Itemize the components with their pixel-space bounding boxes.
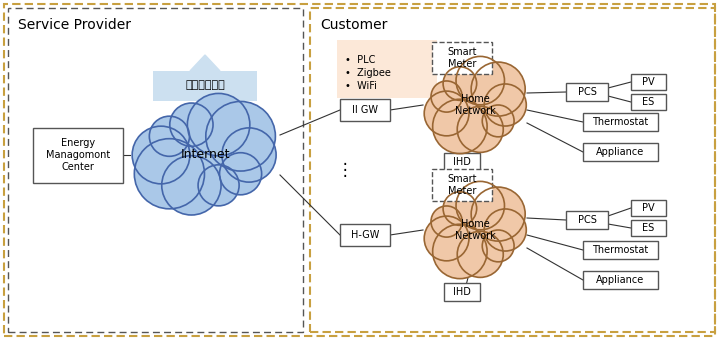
Circle shape xyxy=(471,187,525,241)
Circle shape xyxy=(219,153,262,195)
Text: PCS: PCS xyxy=(577,87,597,97)
Text: Customer: Customer xyxy=(320,18,388,32)
FancyBboxPatch shape xyxy=(631,200,666,216)
Circle shape xyxy=(484,209,526,251)
Circle shape xyxy=(176,126,234,184)
Text: 쒈고속통신망: 쒈고속통신망 xyxy=(185,80,225,90)
FancyBboxPatch shape xyxy=(337,40,437,98)
Circle shape xyxy=(170,103,213,146)
Text: ⋮: ⋮ xyxy=(336,161,353,179)
FancyBboxPatch shape xyxy=(153,71,257,101)
FancyBboxPatch shape xyxy=(582,143,657,161)
Circle shape xyxy=(198,165,239,206)
FancyBboxPatch shape xyxy=(444,153,480,171)
Text: Thermostat: Thermostat xyxy=(592,117,648,127)
Text: IHD: IHD xyxy=(453,287,471,297)
FancyBboxPatch shape xyxy=(432,42,492,74)
Text: Home
Network: Home Network xyxy=(454,94,495,116)
Circle shape xyxy=(443,67,477,100)
Circle shape xyxy=(433,99,487,154)
Circle shape xyxy=(206,101,275,171)
Text: Appliance: Appliance xyxy=(596,275,644,285)
Text: Thermostat: Thermostat xyxy=(592,245,648,255)
Circle shape xyxy=(150,116,190,156)
Text: Energy
Managomont
Center: Energy Managomont Center xyxy=(46,138,110,172)
Circle shape xyxy=(162,156,221,215)
Circle shape xyxy=(134,139,204,209)
Text: ES: ES xyxy=(642,97,654,107)
Circle shape xyxy=(424,216,469,261)
Circle shape xyxy=(222,128,276,182)
Text: PCS: PCS xyxy=(577,215,597,225)
Circle shape xyxy=(132,126,190,184)
Text: Internet: Internet xyxy=(180,149,230,162)
FancyBboxPatch shape xyxy=(582,113,657,131)
FancyBboxPatch shape xyxy=(566,83,608,101)
Circle shape xyxy=(431,81,462,112)
Circle shape xyxy=(452,207,498,253)
Text: ES: ES xyxy=(642,223,654,233)
Circle shape xyxy=(456,182,505,230)
Circle shape xyxy=(188,94,249,156)
Text: PV: PV xyxy=(641,203,654,213)
FancyBboxPatch shape xyxy=(631,94,666,110)
Text: Service Provider: Service Provider xyxy=(18,18,131,32)
Text: IHD: IHD xyxy=(453,157,471,167)
Circle shape xyxy=(482,230,514,262)
Circle shape xyxy=(431,206,462,237)
FancyBboxPatch shape xyxy=(444,283,480,301)
Circle shape xyxy=(471,62,525,116)
FancyBboxPatch shape xyxy=(631,220,666,236)
Text: Home
Network: Home Network xyxy=(454,219,495,241)
Text: PV: PV xyxy=(641,77,654,87)
Text: Smart
Meter: Smart Meter xyxy=(447,174,477,196)
Circle shape xyxy=(457,231,503,277)
FancyBboxPatch shape xyxy=(566,211,608,229)
FancyBboxPatch shape xyxy=(631,74,666,90)
Text: •  WiFi: • WiFi xyxy=(345,81,377,91)
Circle shape xyxy=(484,84,526,126)
Text: •  Zigbee: • Zigbee xyxy=(345,68,391,78)
Circle shape xyxy=(424,91,469,136)
Text: H-GW: H-GW xyxy=(351,230,379,240)
Circle shape xyxy=(433,224,487,279)
FancyBboxPatch shape xyxy=(432,169,492,201)
FancyBboxPatch shape xyxy=(340,224,390,246)
Text: Smart
Meter: Smart Meter xyxy=(447,47,477,69)
Circle shape xyxy=(443,192,477,225)
Circle shape xyxy=(457,106,503,152)
Text: •  PLC: • PLC xyxy=(345,55,375,65)
Text: II GW: II GW xyxy=(352,105,378,115)
FancyBboxPatch shape xyxy=(582,241,657,259)
FancyBboxPatch shape xyxy=(33,128,123,183)
FancyBboxPatch shape xyxy=(582,271,657,289)
FancyBboxPatch shape xyxy=(340,99,390,121)
Polygon shape xyxy=(190,55,220,71)
Circle shape xyxy=(482,105,514,137)
Circle shape xyxy=(452,83,498,128)
Text: Appliance: Appliance xyxy=(596,147,644,157)
Circle shape xyxy=(456,56,505,105)
